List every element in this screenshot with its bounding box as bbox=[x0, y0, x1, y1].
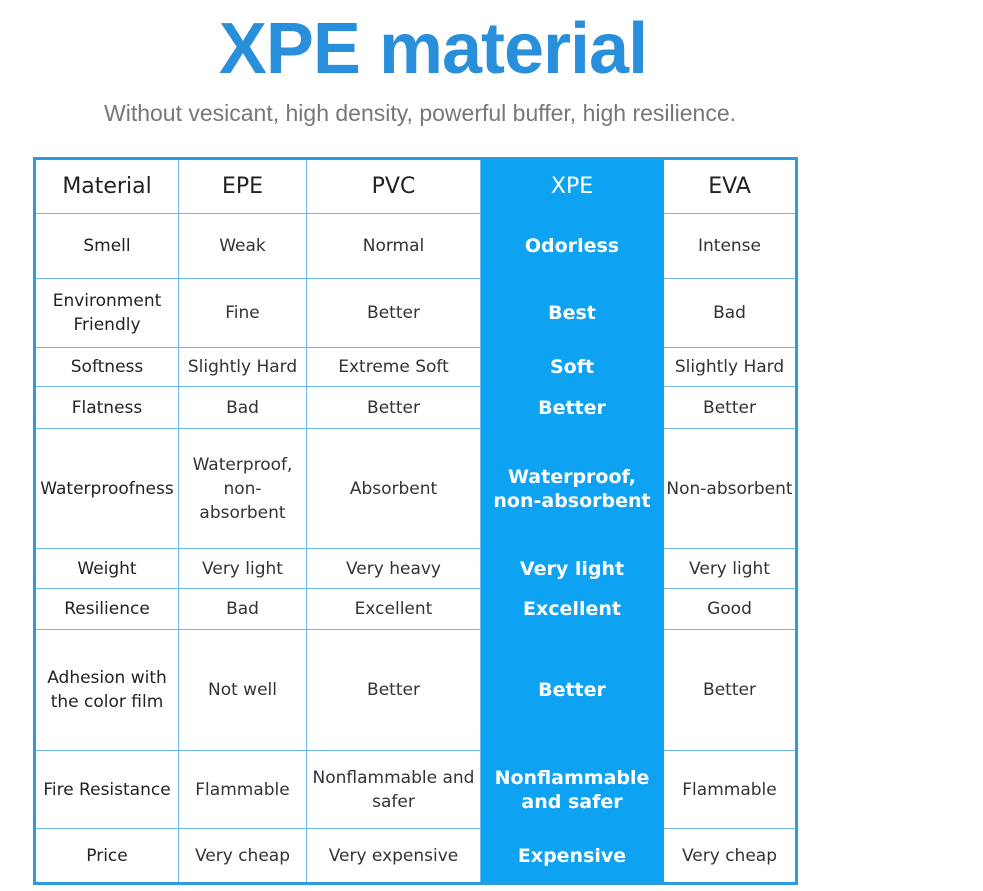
cell: Very light bbox=[178, 548, 307, 589]
cell: Bad bbox=[178, 588, 307, 630]
table-row: Softness Slightly Hard Extreme Soft Soft Sli… bbox=[34, 347, 797, 387]
cell: Flammable bbox=[663, 750, 797, 829]
cell: Soft bbox=[480, 347, 664, 387]
cell: Very cheap bbox=[663, 828, 797, 884]
cell: Slightly Hard bbox=[178, 347, 307, 387]
cell: Normal bbox=[306, 213, 481, 279]
row-label: Environment Friendly bbox=[34, 278, 179, 348]
cell: Very expensive bbox=[306, 828, 481, 884]
cell: Excellent bbox=[306, 588, 481, 630]
cell: Flammable bbox=[178, 750, 307, 829]
cell: Best bbox=[480, 278, 664, 348]
cell: Intense bbox=[663, 213, 797, 279]
row-label: Flatness bbox=[34, 386, 179, 429]
title: XPE material bbox=[218, 9, 648, 89]
row-label: Adhesion with the color film bbox=[34, 629, 179, 751]
cell: Very light bbox=[480, 548, 664, 589]
cell: Absorbent bbox=[306, 428, 481, 549]
cell: Better bbox=[306, 278, 481, 348]
cell: Not well bbox=[178, 629, 307, 751]
column-header: Material bbox=[34, 158, 179, 214]
header-row: Material EPE PVC XPE EVA bbox=[34, 158, 797, 214]
cell: Very light bbox=[663, 548, 797, 589]
row-label: Price bbox=[34, 828, 179, 884]
column-header: PVC bbox=[306, 158, 481, 214]
comparison-table: Material EPE PVC XPE EVA Smell Weak Normal Odor… bbox=[33, 157, 798, 885]
cell: Non-absorbent bbox=[663, 428, 797, 549]
cell: Bad bbox=[178, 386, 307, 429]
cell: Better bbox=[663, 386, 797, 429]
table-row: Weight Very light Very heavy Very light Very… bbox=[34, 548, 797, 589]
cell: Odorless bbox=[480, 213, 664, 279]
row-label: Resilience bbox=[34, 588, 179, 630]
table-row: Flatness Bad Better Better Better bbox=[34, 386, 797, 429]
cell: Better bbox=[306, 629, 481, 751]
column-header: EPE bbox=[178, 158, 307, 214]
cell: Excellent bbox=[480, 588, 664, 630]
cell: Waterproof, non-absorbent bbox=[178, 428, 307, 549]
cell: Fine bbox=[178, 278, 307, 348]
row-label: Fire Resistance bbox=[34, 750, 179, 829]
cell: Better bbox=[663, 629, 797, 751]
column-header: EVA bbox=[663, 158, 797, 214]
cell: Better bbox=[306, 386, 481, 429]
cell: Expensive bbox=[480, 828, 664, 884]
column-header: XPE bbox=[480, 158, 664, 214]
cell: Weak bbox=[178, 213, 307, 279]
cell: Better bbox=[480, 629, 664, 751]
cell: Very heavy bbox=[306, 548, 481, 589]
cell: Nonflammable and safer bbox=[480, 750, 664, 829]
table-row: Smell Weak Normal Odorless Intense bbox=[34, 213, 797, 279]
subtitle: Without vesicant, high density, powerful… bbox=[104, 100, 736, 126]
row-label: Softness bbox=[34, 347, 179, 387]
cell: Extreme Soft bbox=[306, 347, 481, 387]
row-label: Weight bbox=[34, 548, 179, 589]
cell: Good bbox=[663, 588, 797, 630]
table-row: Waterproofness Waterproof, non-absorbent A… bbox=[34, 428, 797, 549]
table-row: Adhesion with the color film Not well Bett… bbox=[34, 629, 797, 751]
row-label: Smell bbox=[34, 213, 179, 279]
table-row: Resilience Bad Excellent Excellent Good bbox=[34, 588, 797, 630]
table-row: Fire Resistance Flammable Nonflammable and… bbox=[34, 750, 797, 829]
cell: Nonflammable and safer bbox=[306, 750, 481, 829]
cell: Slightly Hard bbox=[663, 347, 797, 387]
cell: Very cheap bbox=[178, 828, 307, 884]
row-label: Waterproofness bbox=[34, 428, 179, 549]
table-row: Price Very cheap Very expensive Expensive Ve… bbox=[34, 828, 797, 884]
cell: Waterproof, non-absorbent bbox=[480, 428, 664, 549]
cell: Bad bbox=[663, 278, 797, 348]
cell: Better bbox=[480, 386, 664, 429]
table-row: Environment Friendly Fine Better Best Bad bbox=[34, 278, 797, 348]
